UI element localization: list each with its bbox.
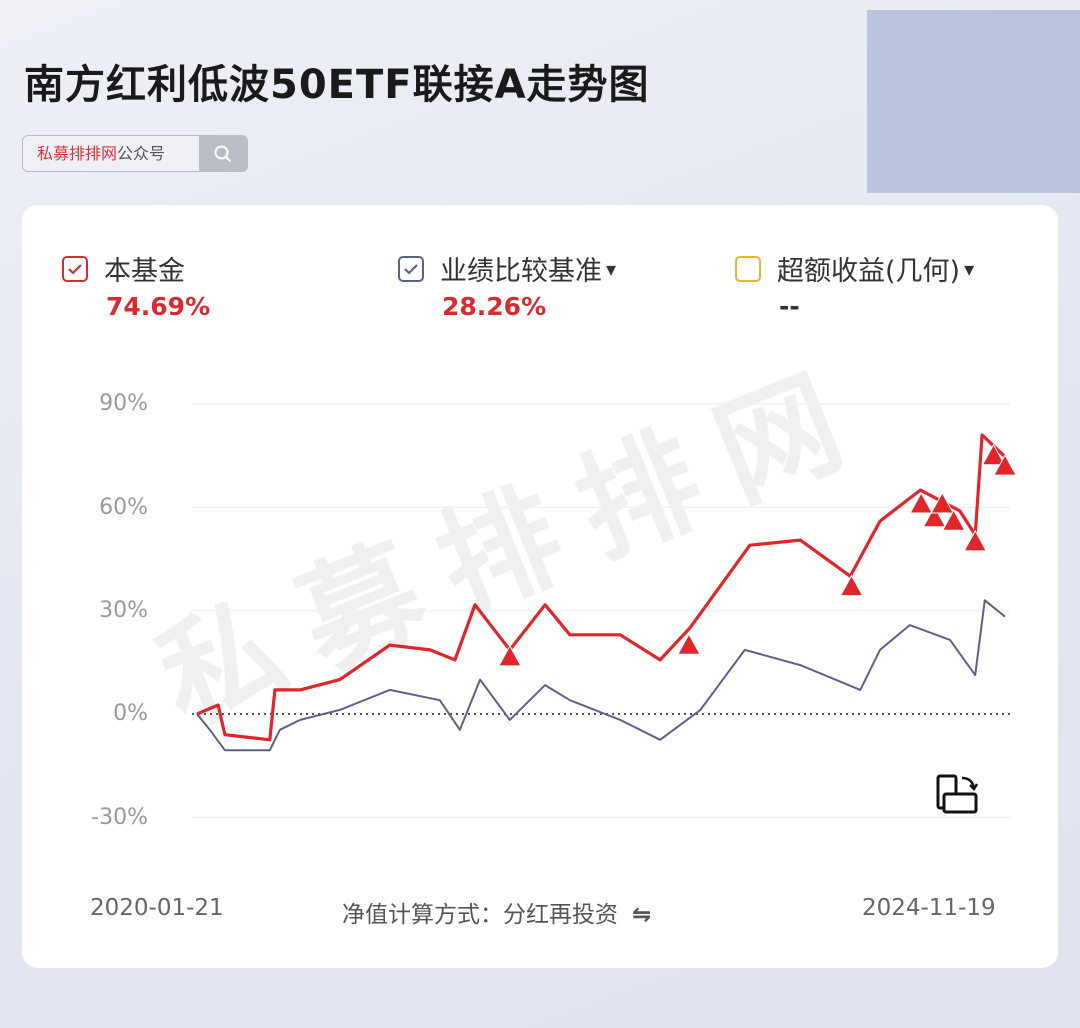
triangle-marker: [981, 443, 1006, 466]
search-box[interactable]: 私募排排网公众号: [22, 135, 248, 172]
legend-value: --: [779, 292, 800, 321]
legend-item-benchmark[interactable]: 业绩比较基准 ▾ 28.26%: [398, 249, 616, 321]
calc-method-label: 净值计算方式：分红再投资: [342, 902, 618, 928]
rotate-icon: [936, 774, 979, 814]
search-icon: [214, 145, 232, 162]
calc-method[interactable]: 净值计算方式：分红再投资 ⇋: [342, 895, 651, 929]
search-suffix: 公众号: [117, 144, 166, 163]
legend-value: 28.26%: [442, 292, 547, 321]
search-text: 私募排排网公众号: [23, 136, 199, 171]
y-tick-label: 90%: [99, 391, 148, 416]
triangle-marker: [677, 633, 701, 655]
y-tick-label: 0%: [113, 701, 148, 726]
start-date: 2020-01-21: [90, 895, 224, 921]
series-line-fund: [196, 433, 1007, 742]
legend-value: 74.69%: [106, 292, 211, 321]
checkbox-benchmark[interactable]: [398, 255, 424, 282]
legend-label: 业绩比较基准: [440, 256, 602, 287]
line-chart: 私募排排网: [141, 342, 1017, 819]
check-icon: [404, 263, 418, 275]
triangle-marker: [963, 529, 988, 552]
legend-item-fund[interactable]: 本基金 74.69%: [62, 249, 210, 321]
triangle-marker: [941, 509, 966, 531]
search-brand: 私募排排网: [37, 144, 118, 163]
chart-card: 本基金 74.69% 业绩比较基准 ▾ 28.26% 超额收益(几何) ▾ -- 9…: [22, 205, 1058, 968]
triangle-marker: [993, 454, 1017, 476]
swap-icon[interactable]: ⇋: [632, 902, 652, 928]
triangle-marker: [498, 644, 522, 667]
rotate-screen-button[interactable]: [934, 772, 982, 822]
background-block: [867, 10, 1080, 193]
y-tick-label: 60%: [99, 495, 148, 520]
checkbox-fund[interactable]: [62, 255, 88, 282]
triangle-marker: [909, 491, 934, 514]
dropdown-icon[interactable]: ▾: [964, 256, 975, 281]
triangle-marker: [930, 491, 955, 514]
dropdown-icon[interactable]: ▾: [606, 256, 617, 281]
triangle-marker: [839, 574, 864, 597]
checkbox-excess[interactable]: [735, 255, 761, 282]
legend-label: 本基金: [104, 256, 185, 287]
triangle-marker: [922, 505, 947, 528]
legend-label: 超额收益(几何): [777, 256, 961, 287]
legend-item-excess[interactable]: 超额收益(几何) ▾ --: [735, 249, 974, 321]
y-tick-label: 30%: [99, 598, 148, 623]
series-line-benchmark: [196, 599, 1006, 752]
check-icon: [68, 263, 82, 275]
page-title: 南方红利低波50ETF联接A走势图: [24, 62, 650, 108]
end-date: 2024-11-19: [862, 895, 996, 921]
y-tick-label: -30%: [91, 805, 148, 830]
search-button[interactable]: [199, 136, 247, 171]
